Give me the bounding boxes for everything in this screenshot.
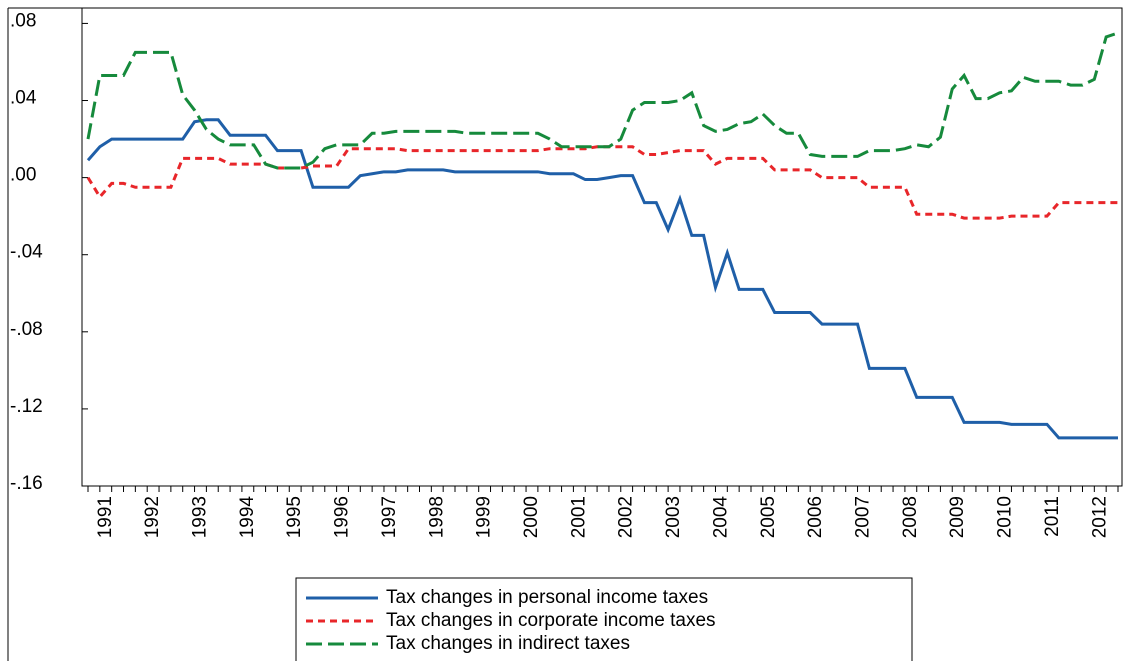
x-tick-label: 2010 bbox=[995, 496, 1016, 538]
legend-label: Tax changes in indirect taxes bbox=[386, 633, 630, 654]
y-tick-label: .00 bbox=[10, 165, 36, 186]
x-tick-label: 2011 bbox=[1042, 496, 1063, 537]
y-tick-label: -.08 bbox=[10, 319, 43, 340]
x-tick-label: 1994 bbox=[237, 496, 258, 539]
series-line bbox=[86, 31, 1119, 170]
x-tick-label: 2006 bbox=[805, 496, 826, 538]
x-tick-label: 2008 bbox=[900, 496, 921, 538]
x-tick-label: 2003 bbox=[663, 496, 684, 538]
y-tick-label: .04 bbox=[10, 88, 37, 109]
x-tick-label: 2002 bbox=[616, 496, 637, 538]
series-line bbox=[86, 145, 1118, 220]
x-tick-label: 1991 bbox=[95, 496, 116, 538]
y-tick-label: -.04 bbox=[10, 242, 43, 263]
legend-label: Tax changes in personal income taxes bbox=[386, 587, 708, 608]
x-tick-label: 1993 bbox=[189, 496, 210, 538]
legend-label: Tax changes in corporate income taxes bbox=[386, 610, 716, 631]
series-line bbox=[86, 118, 1118, 440]
plot-area bbox=[81, 7, 1123, 487]
x-tick-label: 2009 bbox=[947, 496, 968, 538]
x-tick-label: 1992 bbox=[142, 496, 163, 538]
x-tick-label: 1996 bbox=[332, 496, 353, 538]
y-tick-label: -.16 bbox=[10, 473, 43, 494]
legend-box bbox=[295, 577, 913, 661]
y-tick-label: -.12 bbox=[10, 396, 43, 417]
y-tick-label: .08 bbox=[10, 10, 36, 31]
x-tick-label: 2004 bbox=[710, 496, 731, 539]
x-tick-label: 2007 bbox=[852, 496, 873, 538]
x-tick-label: 2012 bbox=[1089, 496, 1110, 538]
x-tick-label: 1999 bbox=[474, 496, 495, 538]
x-tick-label: 2001 bbox=[568, 496, 589, 538]
x-tick-label: 1997 bbox=[379, 496, 400, 538]
x-tick-label: 2000 bbox=[521, 496, 542, 538]
x-tick-label: 2005 bbox=[758, 496, 779, 538]
x-tick-label: 1998 bbox=[426, 496, 447, 538]
x-tick-label: 1995 bbox=[284, 496, 305, 538]
